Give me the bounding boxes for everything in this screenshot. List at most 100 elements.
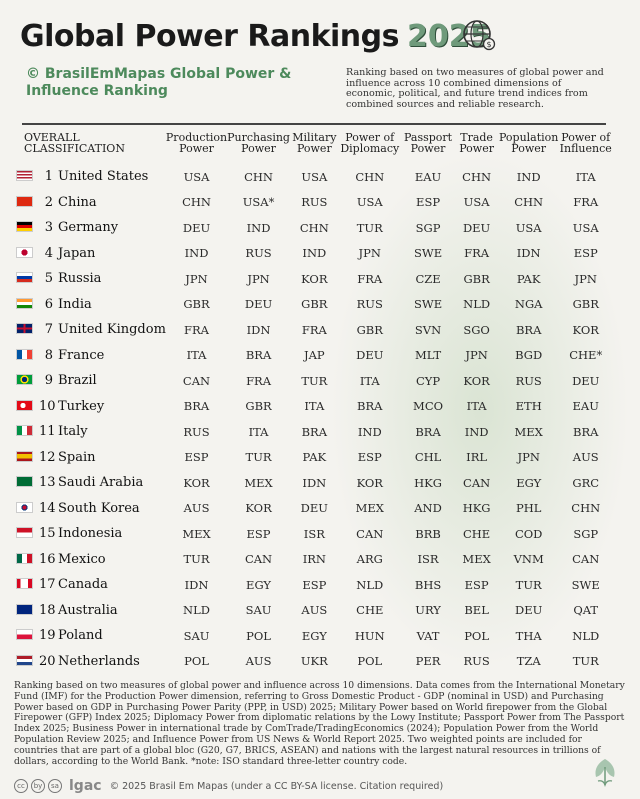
rank-cell-power-of-diplomacy: POL bbox=[357, 654, 383, 669]
flag-russia-icon bbox=[16, 272, 33, 284]
rank-cell-military-power: BRA bbox=[301, 424, 328, 439]
rank-cell-power-of-influence: BRA bbox=[573, 424, 599, 439]
rank-cell-passport-power: PER bbox=[415, 654, 441, 669]
rank-cell-production-power: IDN bbox=[184, 577, 209, 592]
rank-cell-population-power: ETH bbox=[515, 399, 542, 414]
rank-cell-power-of-diplomacy: GBR bbox=[356, 322, 383, 337]
subtitle: © BrasilEmMapas Global Power & Influence… bbox=[26, 66, 292, 99]
rank-cell-trade-power: BEL bbox=[464, 603, 489, 618]
table-row: 10 Turkey BRA GBR ITA BRA MCO ITA ETH EAU bbox=[16, 394, 612, 420]
rank-cell-population-power: USA bbox=[515, 220, 542, 235]
flag-brazil-icon bbox=[16, 374, 33, 386]
rank-cell-power-of-influence: KOR bbox=[572, 322, 599, 337]
rank-cell-production-power: NLD bbox=[183, 603, 210, 618]
rank-cell-power-of-influence: USA bbox=[572, 220, 599, 235]
rank-cell-purchasing-power: KOR bbox=[245, 501, 272, 516]
rank-cell-purchasing-power: CAN bbox=[244, 552, 273, 567]
rank-cell-population-power: EGY bbox=[516, 475, 542, 490]
column-header-purchasing-power: Purchasing Power bbox=[227, 131, 290, 155]
table-row: 2 China CHN USA* RUS USA ESP USA CHN FRA bbox=[16, 190, 612, 216]
flag-germany-icon bbox=[16, 221, 33, 233]
rank-cell-production-power: ESP bbox=[184, 450, 209, 465]
rank-number: 2 bbox=[44, 194, 53, 210]
rank-cell-trade-power: POL bbox=[464, 628, 489, 643]
rank-cell-production-power: RUS bbox=[183, 424, 210, 439]
rank-cell-production-power: TUR bbox=[183, 552, 210, 567]
rank-cell-military-power: DEU bbox=[300, 501, 328, 516]
rank-cell-passport-power: ISR bbox=[417, 552, 439, 567]
rank-cell-population-power: THA bbox=[515, 628, 542, 643]
rank-cell-power-of-influence: FRA bbox=[573, 195, 599, 210]
rank-cell-purchasing-power: AUS bbox=[245, 654, 272, 669]
flag-netherlands-icon bbox=[16, 654, 33, 666]
svg-text:$: $ bbox=[486, 40, 491, 49]
country-cell: 12 Spain bbox=[16, 445, 166, 471]
rank-cell-purchasing-power: ITA bbox=[248, 424, 269, 439]
table-row: 3 Germany DEU IND CHN TUR SGP DEU USA USA bbox=[16, 215, 612, 241]
country-cell: 4 Japan bbox=[16, 241, 166, 267]
rank-cell-military-power: TUR bbox=[301, 373, 328, 388]
rank-cell-power-of-influence: GBR bbox=[572, 297, 599, 312]
footer-note: Ranking based on two measures of global … bbox=[14, 680, 625, 767]
rank-cell-trade-power: HKG bbox=[462, 501, 491, 516]
column-header-passport-power: Passport Power bbox=[404, 131, 453, 155]
rank-cell-power-of-diplomacy: RUS bbox=[356, 297, 383, 312]
rank-cell-population-power: TZA bbox=[516, 654, 541, 669]
rank-cell-purchasing-power: FRA bbox=[246, 373, 272, 388]
column-header-production-power: Production Power bbox=[165, 131, 228, 155]
rank-cell-passport-power: CYP bbox=[415, 373, 441, 388]
country-cell: 8 France bbox=[16, 343, 166, 369]
flag-indonesia-icon bbox=[16, 527, 33, 539]
rank-cell-passport-power: SGP bbox=[415, 220, 441, 235]
flag-south-korea-icon bbox=[16, 501, 33, 513]
flag-spain-icon bbox=[16, 450, 33, 462]
rank-cell-power-of-influence: CHE* bbox=[569, 348, 603, 363]
rank-number: 10 bbox=[39, 398, 56, 414]
rank-cell-trade-power: KOR bbox=[463, 373, 490, 388]
flag-france-icon bbox=[16, 348, 33, 360]
column-header-power-of-influence: Power of Influence bbox=[559, 131, 612, 155]
rank-cell-military-power: IRN bbox=[302, 552, 326, 567]
country-name: Australia bbox=[58, 602, 118, 618]
table-row: 17 Canada IDN EGY ESP NLD BHS ESP TUR SWE bbox=[16, 572, 612, 598]
table-row: 11 Italy RUS ITA BRA IND BRA IND MEX BRA bbox=[16, 419, 612, 445]
flag-canada-icon bbox=[16, 578, 33, 590]
rank-cell-power-of-diplomacy: ITA bbox=[359, 373, 380, 388]
rank-cell-population-power: IDN bbox=[516, 246, 541, 261]
cc-sa-icon: sa bbox=[48, 779, 62, 793]
rank-cell-purchasing-power: ESP bbox=[246, 526, 271, 541]
rank-cell-power-of-diplomacy: KOR bbox=[356, 475, 383, 490]
globe-dollar-icon: $ bbox=[463, 20, 496, 51]
rank-cell-passport-power: VAT bbox=[416, 628, 440, 643]
rank-number: 3 bbox=[44, 220, 53, 236]
country-name: Netherlands bbox=[58, 653, 140, 669]
rank-number: 13 bbox=[39, 475, 56, 491]
rank-cell-power-of-influence: NLD bbox=[572, 628, 600, 643]
country-name: Turkey bbox=[58, 398, 105, 414]
rank-number: 20 bbox=[39, 653, 56, 669]
rank-cell-production-power: AUS bbox=[183, 501, 210, 516]
rank-cell-trade-power: GBR bbox=[463, 271, 490, 286]
copyright-text: © 2025 Brasil Em Mapas (under a CC BY-SA… bbox=[109, 780, 444, 792]
country-name: United Kingdom bbox=[58, 322, 166, 338]
rank-cell-production-power: BRA bbox=[183, 399, 210, 414]
rank-cell-purchasing-power: MEX bbox=[244, 475, 273, 490]
rank-cell-power-of-diplomacy: USA bbox=[356, 195, 383, 210]
rank-cell-population-power: MEX bbox=[514, 424, 543, 439]
rank-cell-population-power: DEU bbox=[515, 603, 543, 618]
rank-cell-power-of-influence: ITA bbox=[575, 169, 596, 184]
rank-cell-passport-power: CHL bbox=[414, 450, 442, 465]
rank-cell-purchasing-power: JPN bbox=[247, 271, 270, 286]
rank-cell-production-power: JPN bbox=[185, 271, 208, 286]
rank-number: 5 bbox=[44, 271, 53, 287]
rank-cell-power-of-influence: CHN bbox=[571, 501, 601, 516]
rank-cell-power-of-diplomacy: HUN bbox=[354, 628, 385, 643]
rank-cell-passport-power: SWE bbox=[414, 297, 443, 312]
rank-cell-military-power: FRA bbox=[301, 322, 327, 337]
rank-cell-military-power: ESP bbox=[302, 577, 327, 592]
table-row: 4 Japan IND RUS IND JPN SWE FRA IDN ESP bbox=[16, 241, 612, 267]
rank-number: 1 bbox=[44, 169, 53, 185]
rank-cell-production-power: SAU bbox=[183, 628, 210, 643]
rank-cell-power-of-diplomacy: NLD bbox=[356, 577, 384, 592]
table-header-row: OVERALL CLASSIFICATION Production Power Pu… bbox=[16, 132, 612, 164]
